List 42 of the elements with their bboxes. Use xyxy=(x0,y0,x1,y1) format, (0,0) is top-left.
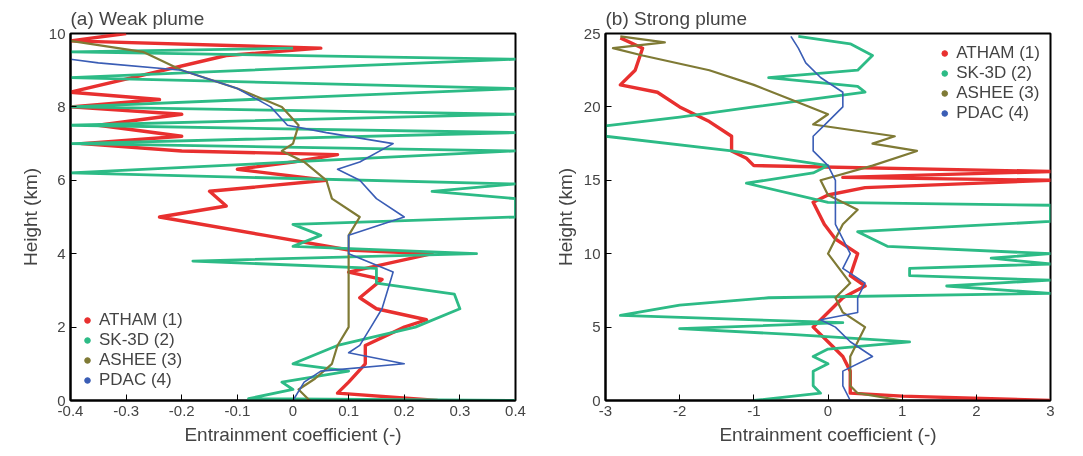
x-tick-label: 0.4 xyxy=(505,401,526,419)
legend-label: SK-3D (2) xyxy=(99,330,175,350)
y-axis-title: Height (km) xyxy=(19,167,41,267)
line-series xyxy=(70,39,361,401)
x-tick-label: 0 xyxy=(823,401,833,419)
x-tick-label: 0.1 xyxy=(338,401,360,419)
y-tick-label: 10 xyxy=(583,244,601,262)
x-tick-label: 0.2 xyxy=(393,401,415,419)
x-tick-label: 3 xyxy=(1046,401,1055,419)
x-axis-title: Entrainment coefficient (-) xyxy=(719,423,937,445)
y-tick-label: 8 xyxy=(57,97,66,115)
line-series xyxy=(790,35,874,401)
y-tick-label: 10 xyxy=(48,24,66,42)
legend-label: PDAC (4) xyxy=(956,103,1029,123)
x-tick-label: 2 xyxy=(972,401,981,419)
x-tick-label: -2 xyxy=(673,401,687,419)
line-series xyxy=(70,58,406,401)
y-tick-label: 6 xyxy=(57,171,66,189)
legend-label: PDAC (4) xyxy=(99,370,172,390)
y-axis-title: Height (km) xyxy=(554,167,576,267)
y-tick-label: 4 xyxy=(57,244,66,262)
x-tick-label: -0.2 xyxy=(168,401,195,419)
legend-label: ATHAM (1) xyxy=(956,43,1040,63)
y-tick-label: 25 xyxy=(583,24,601,42)
legend-label: ASHEE (3) xyxy=(99,350,183,370)
chart-title: (b) Strong plume xyxy=(605,7,748,29)
y-tick-label: 5 xyxy=(592,318,601,336)
x-tick-label: -0.1 xyxy=(224,401,251,419)
x-tick-label: -0.3 xyxy=(113,401,140,419)
legend-label: SK-3D (2) xyxy=(956,63,1032,83)
x-tick-label: 0 xyxy=(288,401,298,419)
x-tick-label: 1 xyxy=(898,401,907,419)
line-series xyxy=(611,35,919,401)
legend-label: ATHAM (1) xyxy=(99,310,183,330)
y-tick-label: 20 xyxy=(583,97,601,115)
x-tick-label: 0.3 xyxy=(449,401,471,419)
chart-title: (a) Weak plume xyxy=(70,7,205,29)
y-tick-label: 15 xyxy=(583,171,601,189)
x-axis-title: Entrainment coefficient (-) xyxy=(184,423,402,445)
legend-label: ASHEE (3) xyxy=(956,83,1040,103)
x-tick-label: -1 xyxy=(747,401,761,419)
y-tick-label: 2 xyxy=(57,318,66,336)
